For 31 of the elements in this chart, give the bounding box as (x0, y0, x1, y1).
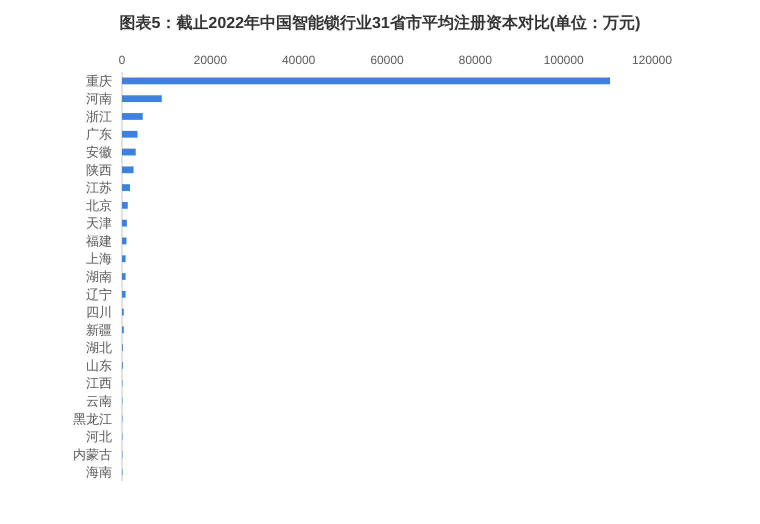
y-tick-label: 云南 (86, 393, 112, 408)
y-tick-label: 广东 (86, 126, 112, 142)
x-tick-label: 40000 (282, 53, 316, 67)
y-tick-label: 北京 (86, 198, 112, 213)
y-tick-label: 黑龙江 (73, 411, 112, 426)
y-tick-label: 湖北 (86, 340, 112, 356)
x-tick-label: 20000 (194, 53, 228, 67)
y-tick-label: 陕西 (86, 162, 112, 178)
x-tick-label: 80000 (458, 53, 492, 67)
title: 图表5：截止2022年中国智能锁行业31省市平均注册资本对比(单位：万元) (120, 15, 640, 32)
y-tick-label: 重庆 (86, 73, 112, 88)
y-tick-label: 湖南 (86, 269, 112, 284)
y-tick-label: 浙江 (86, 108, 112, 124)
y-tick-label: 新疆 (86, 322, 112, 338)
y-tick-label: 河南 (86, 91, 112, 106)
y-tick-label: 江苏 (86, 180, 112, 196)
y-tick-label: 江西 (86, 376, 112, 391)
y-tick-label: 海南 (86, 464, 112, 480)
x-tick-label: 120000 (632, 53, 672, 67)
y-tick-label: 天津 (86, 216, 112, 231)
y-tick-label: 福建 (86, 233, 112, 248)
x-tick-label: 60000 (370, 53, 404, 67)
x-tick-label: 0 (118, 53, 126, 67)
y-tick-label: 上海 (86, 251, 112, 266)
y-tick-label: 辽宁 (86, 286, 112, 302)
y-tick-label: 内蒙古 (73, 446, 112, 462)
y-tick-label: 安徽 (86, 144, 112, 160)
y-tick-label: 河北 (86, 429, 112, 444)
y-tick-label: 四川 (86, 304, 112, 320)
y-tick-label: 山东 (86, 358, 112, 373)
x-tick-label: 100000 (544, 53, 584, 67)
